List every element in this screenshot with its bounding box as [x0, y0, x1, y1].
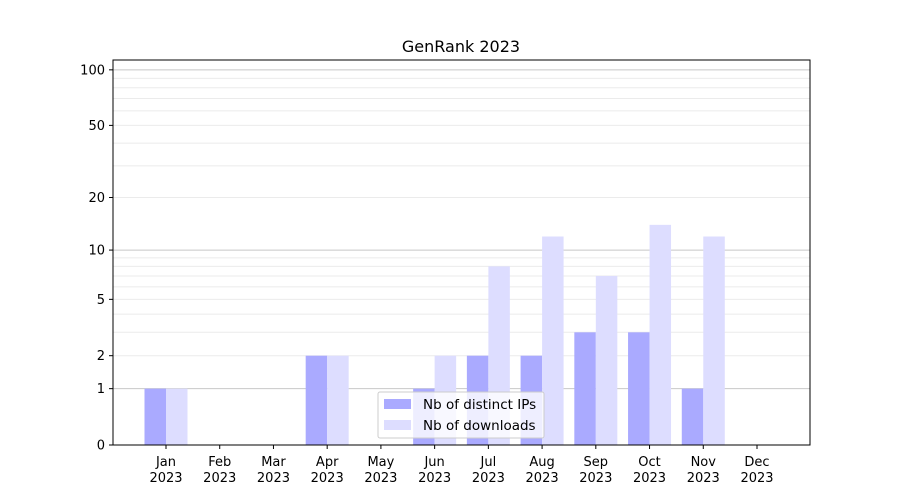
x-tick-label-year: 2023 [418, 471, 451, 486]
legend-box [377, 391, 545, 439]
legend-swatch-ips [384, 399, 411, 409]
bar-distinct-ips [681, 388, 704, 445]
x-tick-label-year: 2023 [526, 471, 559, 486]
y-tick-label: 1 [97, 382, 105, 397]
legend-label-ips: Nb of distinct IPs [423, 397, 536, 413]
bar-downloads [542, 236, 564, 445]
x-tick-label-year: 2023 [257, 471, 290, 486]
y-tick-label: 2 [97, 349, 105, 364]
chart-title: GenRank 2023 [402, 37, 520, 56]
bar-downloads [703, 236, 725, 445]
x-tick-label-month: Feb [208, 455, 231, 470]
bar-downloads [649, 224, 672, 445]
x-tick-label-month: Jan [155, 455, 176, 470]
x-tick-label-year: 2023 [579, 471, 612, 486]
x-tick-label-year: 2023 [472, 471, 505, 486]
bar-downloads [595, 275, 618, 445]
x-tick-label-month: Aug [529, 455, 554, 470]
y-tick-label: 50 [88, 119, 105, 134]
x-axis: Jan2023Feb2023Mar2023Apr2023May2023Jun20… [149, 445, 774, 486]
x-tick-label-year: 2023 [633, 471, 666, 486]
x-tick-label-month: Dec [744, 455, 769, 470]
x-tick-label-month: Sep [584, 455, 609, 470]
x-tick-label-year: 2023 [364, 471, 397, 486]
legend-swatch-downloads [384, 420, 411, 430]
bar-distinct-ips [144, 388, 166, 445]
x-tick-label-month: Mar [261, 455, 286, 470]
x-tick-label-month: Jul [480, 455, 497, 470]
y-tick-label: 20 [88, 191, 105, 206]
bar-distinct-ips [574, 332, 596, 445]
gridlines [113, 69, 810, 390]
bar-downloads [327, 355, 349, 445]
x-tick-label-year: 2023 [203, 471, 236, 486]
x-tick-label-month: Apr [316, 455, 339, 470]
y-tick-label: 0 [97, 439, 105, 454]
y-tick-label: 5 [97, 293, 105, 308]
x-tick-label-year: 2023 [311, 471, 344, 486]
legend-label-downloads: Nb of downloads [423, 418, 536, 434]
y-tick-label: 10 [88, 244, 105, 259]
bar-distinct-ips [305, 355, 328, 445]
y-tick-label: 100 [80, 63, 105, 78]
bar-downloads [166, 388, 188, 445]
plot-frame [112, 59, 811, 446]
x-tick-label-year: 2023 [149, 471, 182, 486]
legend: Nb of distinct IPs Nb of downloads [377, 391, 545, 439]
x-tick-label-month: Jun [423, 455, 444, 470]
bar-distinct-ips [628, 332, 650, 445]
x-tick-label-year: 2023 [740, 471, 773, 486]
y-axis: 0 1 2 5 10 20 50 100 [80, 63, 113, 454]
x-tick-label-month: Oct [638, 455, 660, 470]
x-tick-label-month: May [367, 455, 394, 470]
x-tick-label-year: 2023 [687, 471, 720, 486]
x-tick-label-month: Nov [691, 455, 717, 470]
